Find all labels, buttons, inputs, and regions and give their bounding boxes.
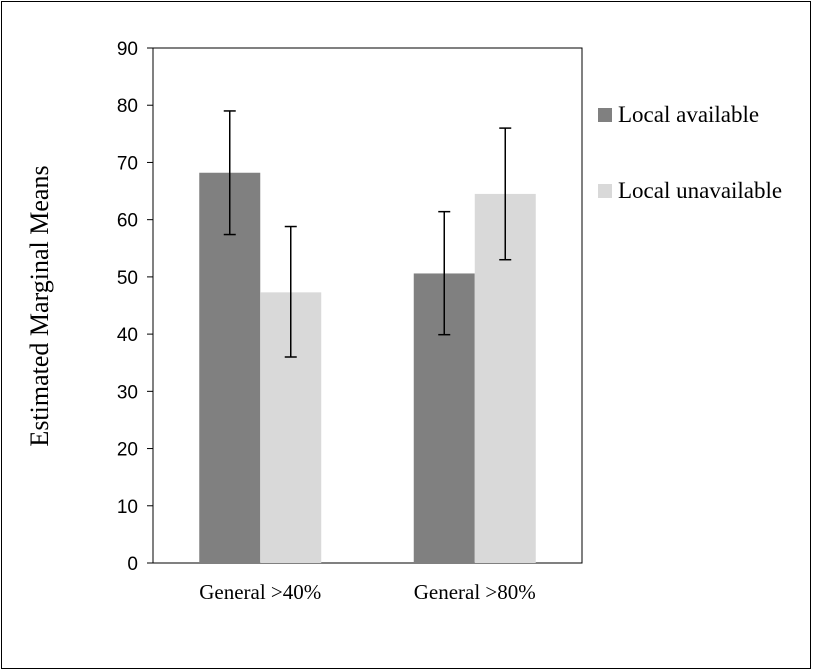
y-tick-label: 40 [117, 325, 138, 346]
legend: Local available Local unavailable [598, 102, 782, 203]
y-tick-label: 50 [117, 268, 138, 289]
y-tick-label: 70 [117, 153, 138, 174]
y-tick-label: 90 [117, 39, 138, 60]
legend-label: Local available [618, 102, 759, 127]
y-axis-title: Estimated Marginal Means [25, 165, 54, 446]
x-category-label: General >40% [199, 580, 321, 604]
legend-swatch [598, 184, 612, 198]
legend-swatch [598, 108, 612, 122]
y-tick-label: 60 [117, 211, 138, 232]
y-tick-label: 80 [117, 96, 138, 117]
y-tick-label: 10 [117, 497, 138, 518]
bar-local-available [199, 172, 261, 563]
y-tick-label: 20 [117, 440, 138, 461]
legend-label: Local unavailable [618, 178, 782, 203]
y-tick-label: 30 [117, 382, 138, 403]
plot-area: 0 10 20 30 40 50 60 70 80 90 General >40% General >… [117, 39, 583, 604]
y-tick-label: 0 [127, 554, 138, 575]
x-category-label: General >80% [414, 580, 536, 604]
